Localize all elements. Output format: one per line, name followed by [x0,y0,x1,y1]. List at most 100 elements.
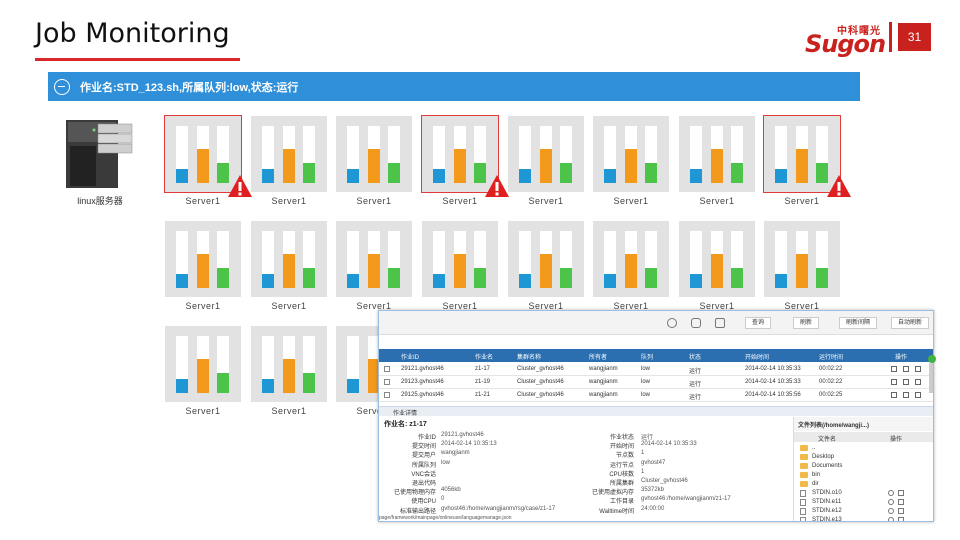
server-tile[interactable] [593,116,669,192]
row-checkbox[interactable] [384,379,390,385]
file-list-item[interactable]: STDIN.e13 [794,516,933,521]
server-tile[interactable] [164,115,252,197]
download-icon[interactable] [898,490,904,496]
view-icon[interactable] [888,517,894,521]
usage-bar-blue [262,336,274,393]
usage-bar-green [645,126,657,183]
usage-bar-green [474,231,486,288]
usage-bar-blue [347,336,359,393]
col-header[interactable]: 队列 [641,355,654,361]
job-table-row[interactable]: 29125.gvhost46 z1-21 Cluster_gvhost46 wangj… [379,389,933,402]
usage-bar-green [388,126,400,183]
grid-icon[interactable] [715,318,725,328]
col-header[interactable]: 作业ID [401,355,420,361]
usage-bar-green [731,126,743,183]
col-header[interactable]: 所有者 [589,355,608,361]
server-tile[interactable] [422,221,498,297]
field-value: 2014-02-14 10:35:13 [441,441,497,448]
delete-action-icon[interactable] [915,379,921,385]
server-tile[interactable] [763,115,851,197]
download-icon[interactable] [898,508,904,514]
download-icon[interactable] [898,499,904,505]
server-tile[interactable] [764,221,840,297]
col-header[interactable]: 状态 [689,355,702,361]
server-label: Server1 [356,196,392,206]
refresh-interval-button[interactable]: 刷新间隔 [839,317,878,329]
col-header[interactable]: 集群名称 [517,355,542,361]
col-header[interactable]: 开始时间 [745,355,770,361]
file-icon [800,490,806,497]
warning-action-icon[interactable] [891,392,897,398]
table-cell: z1-19 [475,379,491,385]
file-name: .. [812,445,816,451]
usage-bar-green [731,231,743,288]
file-list-item[interactable]: STDIN.e12 [794,507,933,516]
field-label: 已使用虚拟内存 [591,490,634,497]
file-icon [800,517,806,521]
col-header[interactable]: 作业名 [475,355,494,361]
clock-icon[interactable] [667,318,677,328]
field-value: 4056kb [441,487,461,494]
row-checkbox[interactable] [384,392,390,398]
col-header[interactable]: 运行时间 [819,355,844,361]
search-button[interactable]: 查询 [745,317,772,329]
field-label: 退出代码 [411,481,436,487]
table-cell: wangjianm [589,379,618,385]
dashboard-icon[interactable] [691,318,701,328]
warning-icon [228,175,252,197]
file-list-item[interactable]: dir [794,480,933,489]
warning-action-icon[interactable] [891,379,897,385]
file-list-header: 文件列表(/home/wangji...) [794,417,933,431]
job-header-bar[interactable]: 作业名:STD_123.sh,所属队列:low,状态:运行 [48,72,860,101]
view-icon[interactable] [888,508,894,514]
usage-bar-orange [540,126,552,183]
table-scrollbar[interactable] [929,363,933,393]
table-cell: wangjianm [589,366,618,372]
file-list-item[interactable]: bin [794,471,933,480]
view-action-icon[interactable] [903,366,909,372]
download-icon[interactable] [898,517,904,521]
warning-icon [485,175,509,197]
server-tile[interactable] [508,116,584,192]
usage-bar-orange [197,231,209,288]
job-table-row[interactable]: 29123.gvhost46 z1-19 Cluster_gvhost46 wangj… [379,376,933,389]
server-tile[interactable] [336,221,412,297]
view-action-icon[interactable] [903,392,909,398]
field-value: 35372kb [641,487,665,494]
collapse-icon[interactable] [54,78,70,95]
row-checkbox[interactable] [384,366,390,372]
warning-action-icon[interactable] [891,366,897,372]
usage-bar-green [217,126,229,183]
server-label: Server1 [613,301,649,311]
file-list-item[interactable]: .. [794,444,933,453]
server-tile[interactable] [421,115,509,197]
delete-action-icon[interactable] [915,366,921,372]
field-label: 所属队列 [411,462,436,469]
server-tile[interactable] [679,221,755,297]
view-icon[interactable] [888,490,894,496]
file-list-item[interactable]: Desktop [794,453,933,462]
server-tile[interactable] [508,221,584,297]
file-list-item[interactable]: STDIN.o10 [794,489,933,498]
refresh-button[interactable]: 刷新 [793,317,820,329]
field-value: 1 [641,450,645,457]
server-tile[interactable] [165,221,241,297]
file-list-item[interactable]: STDIN.e11 [794,498,933,507]
auto-refresh-button[interactable]: 自动刷新 [891,317,930,329]
server-tile[interactable] [251,221,327,297]
job-table-row[interactable]: 29121.gvhost46 z1-17 Cluster_gvhost46 wangj… [379,363,933,376]
server-tile[interactable] [251,326,327,402]
usage-bar-orange [368,231,380,288]
server-tile[interactable] [336,116,412,192]
col-header[interactable]: 操作 [895,355,908,361]
server-tile[interactable] [251,116,327,192]
view-action-icon[interactable] [903,379,909,385]
usage-bar-blue [433,231,445,288]
server-tile[interactable] [593,221,669,297]
file-list-item[interactable]: Documents [794,462,933,471]
delete-action-icon[interactable] [915,392,921,398]
server-tile[interactable] [165,326,241,402]
field-label: 作业ID [417,435,436,441]
view-icon[interactable] [888,499,894,505]
server-tile[interactable] [679,116,755,192]
